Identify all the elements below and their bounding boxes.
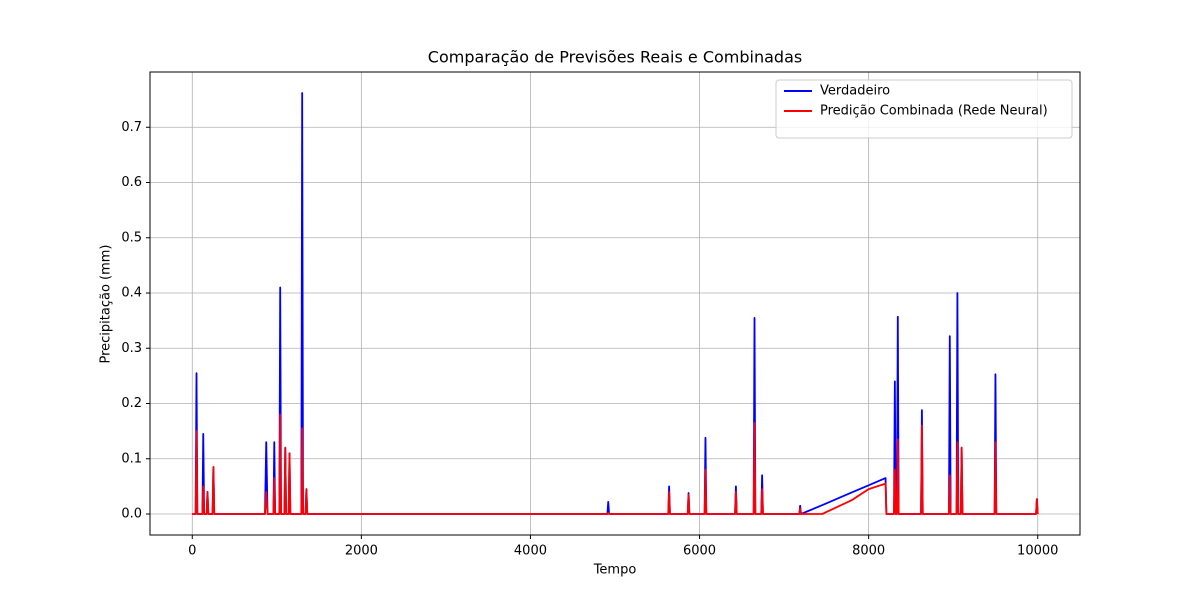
plot-frame: [149, 71, 1081, 536]
y-tick-label: 0.2: [121, 396, 142, 411]
y-tick-label: 0.4: [121, 286, 142, 301]
x-tick-label: 0: [188, 544, 196, 559]
series-line: [192, 413, 1039, 515]
x-tick-label: 2000: [345, 544, 378, 559]
x-tick-label: 4000: [514, 544, 547, 559]
y-tick-label: 0.3: [121, 341, 142, 356]
y-tick-label: 0.7: [121, 120, 142, 135]
y-tick-label: 0.1: [121, 451, 142, 466]
legend: Verdadeiro Predição Combinada (Rede Neura…: [775, 79, 1073, 139]
legend-label: Verdadeiro: [820, 84, 890, 99]
series-line: [192, 92, 1039, 515]
x-tick-label: 8000: [852, 544, 885, 559]
y-tick-label: 0.0: [121, 507, 142, 522]
y-tick-label: 0.6: [121, 175, 142, 190]
x-tick-label: 6000: [683, 544, 716, 559]
x-tick-label: 10000: [1017, 544, 1058, 559]
x-axis-label: Tempo: [593, 563, 637, 578]
y-tick-label: 0.5: [121, 230, 142, 245]
legend-label: Predição Combinada (Rede Neural): [820, 104, 1048, 119]
legend-box: [775, 79, 1073, 139]
chart-title: Comparação de Previsões Reais e Combinad…: [428, 48, 802, 67]
y-axis-label: Precipitação (mm): [99, 244, 114, 363]
